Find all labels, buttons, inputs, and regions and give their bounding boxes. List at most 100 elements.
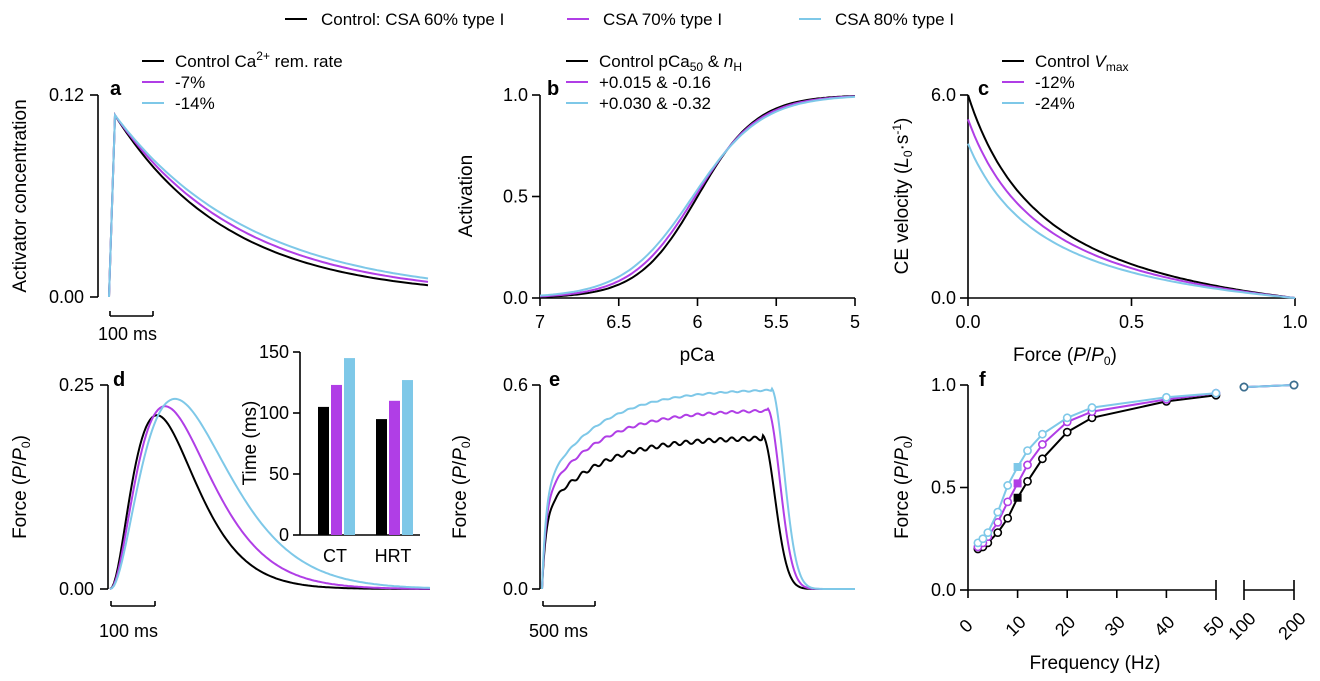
inset-category-label: HRT bbox=[375, 546, 412, 566]
series-line bbox=[541, 386, 855, 590]
data-point bbox=[1239, 382, 1249, 392]
data-point bbox=[1062, 413, 1072, 423]
inset-y-tick-label: 50 bbox=[269, 464, 289, 484]
x-tick-label: 0.5 bbox=[1119, 312, 1144, 332]
y-axis-label: Activator concentration bbox=[10, 99, 31, 292]
y-tick-label: 6.0 bbox=[931, 85, 956, 105]
panel-label: d bbox=[113, 369, 125, 391]
data-point bbox=[1211, 388, 1221, 398]
series-line bbox=[1243, 384, 1295, 389]
inset-bar bbox=[344, 358, 355, 535]
series-line bbox=[539, 95, 856, 297]
y-axis-label: Activation bbox=[456, 155, 477, 237]
inset-bar bbox=[331, 384, 342, 535]
inset-bar bbox=[318, 406, 329, 535]
legend-entry: Control Vmax bbox=[1035, 52, 1129, 74]
y-axis-label: Force (P/P0) bbox=[450, 435, 473, 539]
x-tick-label: 0 bbox=[955, 615, 976, 636]
y-tick-label: 0.12 bbox=[49, 85, 84, 105]
x-tick-label: 50 bbox=[1200, 612, 1228, 640]
legend-entry: -24% bbox=[1035, 94, 1075, 113]
data-point bbox=[1023, 476, 1032, 486]
data-point bbox=[1023, 446, 1032, 455]
legend-entry: +0.030 & -0.32 bbox=[599, 94, 711, 113]
y-tick-label: 1.0 bbox=[931, 375, 956, 395]
x-axis-label: Frequency (Hz) bbox=[1030, 653, 1161, 674]
y-tick-label: 0.5 bbox=[503, 187, 528, 207]
inset-bar bbox=[402, 380, 413, 535]
legend-entry: Control Ca2+ rem. rate bbox=[175, 49, 343, 71]
x-tick-label: 20 bbox=[1051, 612, 1079, 640]
x-tick-label: 10 bbox=[1001, 612, 1029, 640]
inset-y-tick-label: 100 bbox=[259, 403, 289, 423]
x-tick-label: 0.0 bbox=[955, 312, 980, 332]
series-line bbox=[541, 433, 855, 590]
x-tick-label: 40 bbox=[1150, 612, 1178, 640]
data-point bbox=[993, 517, 1003, 527]
legend-entry: CSA 80% type I bbox=[835, 10, 954, 29]
x-tick-label: 7 bbox=[535, 312, 545, 332]
y-tick-label: 0.6 bbox=[503, 375, 528, 395]
series-line bbox=[109, 397, 431, 590]
series-line bbox=[108, 112, 429, 298]
legend-entry: -7% bbox=[175, 73, 205, 92]
data-point bbox=[1062, 427, 1072, 437]
legend-entry: Control: CSA 60% type I bbox=[321, 10, 504, 29]
series-line bbox=[967, 143, 1296, 299]
panel-label: a bbox=[110, 78, 122, 100]
panel-label: e bbox=[549, 369, 560, 391]
x-tick-label: 5.5 bbox=[764, 312, 789, 332]
panel-label: c bbox=[978, 78, 989, 100]
inset-y-tick-label: 150 bbox=[259, 342, 289, 362]
y-tick-label: 0.5 bbox=[931, 478, 956, 498]
data-point bbox=[1003, 497, 1013, 507]
y-tick-label: 0.00 bbox=[59, 579, 94, 599]
series-line bbox=[539, 95, 856, 298]
data-point-filled bbox=[1013, 463, 1022, 471]
x-axis-label: pCa bbox=[680, 345, 715, 366]
y-tick-label: 0.0 bbox=[503, 288, 528, 308]
data-point bbox=[1087, 403, 1097, 412]
y-tick-label: 0.25 bbox=[59, 375, 94, 395]
x-tick-label: 6 bbox=[692, 312, 702, 332]
inset-y-tick-label: 0 bbox=[279, 525, 289, 545]
x-tick-label: 200 bbox=[1274, 608, 1309, 643]
data-point bbox=[1023, 460, 1032, 470]
data-point bbox=[983, 528, 993, 537]
y-axis-label: Force (P/P0) bbox=[10, 435, 33, 539]
data-point bbox=[978, 534, 988, 544]
data-point bbox=[1162, 392, 1171, 402]
legend-entry: Control pCa50 & nH bbox=[599, 52, 742, 74]
x-tick-label: 5 bbox=[850, 312, 860, 332]
data-point bbox=[1038, 454, 1047, 464]
data-point bbox=[993, 528, 1003, 537]
data-point-filled bbox=[1013, 479, 1022, 488]
x-axis-label: Force (P/P0) bbox=[1013, 345, 1117, 368]
series-line bbox=[967, 119, 1296, 299]
data-point bbox=[993, 507, 1003, 517]
y-tick-label: 1.0 bbox=[503, 85, 528, 105]
y-tick-label: 0.0 bbox=[931, 288, 956, 308]
y-axis-label: CE velocity (L0·s-1) bbox=[890, 118, 915, 275]
x-tick-label: 6.5 bbox=[606, 312, 631, 332]
x-tick-label: 100 bbox=[1224, 608, 1259, 643]
x-tick-label: 1.0 bbox=[1282, 312, 1307, 332]
legend-entry: CSA 70% type I bbox=[603, 10, 722, 29]
series-line bbox=[539, 95, 856, 298]
data-point bbox=[1289, 380, 1299, 390]
legend-entry: -12% bbox=[1035, 73, 1075, 92]
data-point bbox=[1038, 429, 1047, 439]
panel-label: f bbox=[979, 369, 986, 391]
scale-bar-label: 100 ms bbox=[99, 621, 158, 641]
data-point bbox=[1003, 481, 1013, 490]
inset-bar bbox=[389, 400, 400, 535]
panel-label: b bbox=[547, 78, 559, 100]
y-tick-label: 0.00 bbox=[49, 287, 84, 307]
y-tick-label: 0.0 bbox=[503, 579, 528, 599]
x-tick-label: 30 bbox=[1101, 612, 1129, 640]
legend-entry: +0.015 & -0.16 bbox=[599, 73, 711, 92]
inset-bar bbox=[376, 419, 387, 535]
series-line bbox=[108, 111, 429, 298]
y-tick-label: 0.0 bbox=[931, 580, 956, 600]
